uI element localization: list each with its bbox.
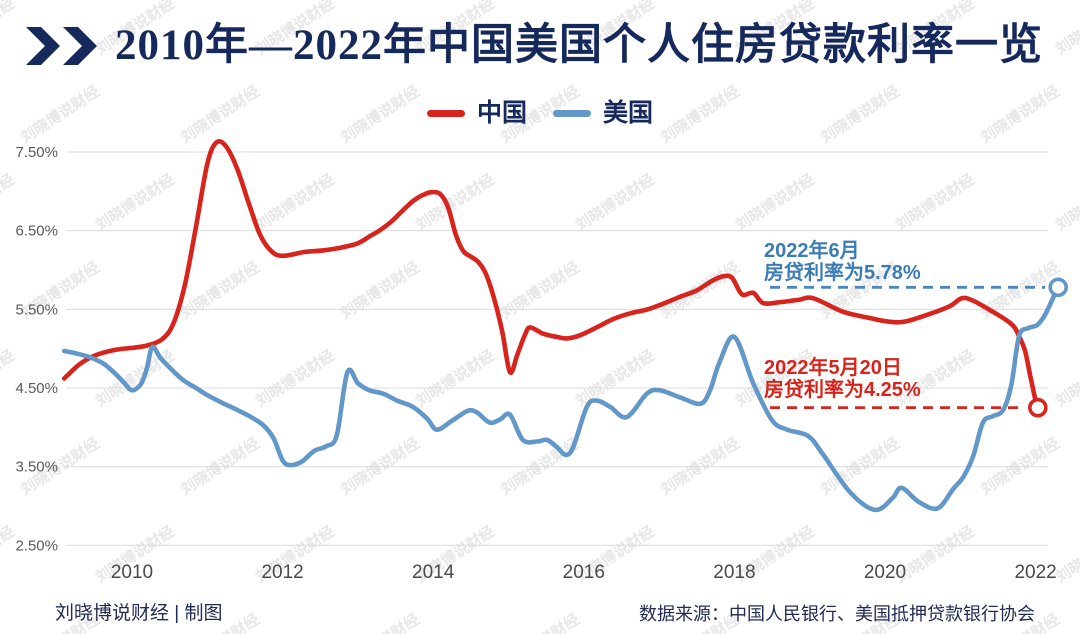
legend-swatch-china [426,110,465,117]
chart-legend: 中国 美国 [0,101,1080,126]
watermark-text: 刘晓博说财经 [892,170,977,234]
annotation-china-value: 房贷利率为4.25% [764,379,921,401]
watermark-text: 刘晓博说财经 [1052,346,1080,410]
footer-source: 数据来源：中国人民银行、美国抵押贷款银行协会 [639,604,1035,624]
legend-label-us: 美国 [603,99,654,127]
y-tick-label: 7.50% [15,144,58,161]
watermark-text: 刘晓博说财经 [252,346,337,410]
annotation-us-value: 房贷利率为5.78% [764,262,921,284]
header: 2010年—2022年中国美国个人住房贷款利率一览 [26,22,1043,69]
page-title: 2010年—2022年中国美国个人住房贷款利率一览 [115,22,1043,69]
watermark-text: 刘晓博说财经 [0,0,18,58]
watermark-text: 刘晓博说财经 [1052,0,1080,58]
watermark-text: 刘晓博说财经 [572,170,657,234]
watermark-text: 刘晓博说财经 [0,346,18,410]
legend-item-us: 美国 [553,101,653,126]
grid-layer: 7.50% 6.50% 5.50% 4.50% 3.50% 2.50% 2010 2012 20… [15,144,1056,583]
watermark-text: 刘晓博说财经 [337,258,422,322]
y-tick-label: 3.50% [15,459,58,476]
watermark-text: 刘晓博说财经 [497,258,582,322]
x-tick-label: 2022 [1014,562,1056,583]
series-layer [61,139,1068,513]
annotation-china-date: 2022年5月20日 [764,357,902,379]
watermark-text: 刘晓博说财经 [252,170,337,234]
x-tick-label: 2020 [864,562,906,583]
us-rate-line [61,285,1061,513]
watermark-text: 刘晓博说财经 [732,170,817,234]
reference-lines-layer [770,285,1046,410]
y-tick-label: 5.50% [15,301,58,318]
annotation-us-date: 2022年6月 [764,240,860,262]
annotation-china-rate: 2022年5月20日 房贷利率为4.25% [764,357,921,401]
y-tick-label: 4.50% [15,380,58,397]
watermark-text: 刘晓博说财经 [92,346,177,410]
watermark-text: 刘晓博说财经 [337,610,422,634]
x-tick-label: 2016 [563,562,605,583]
china-rate-line [61,139,1041,410]
us-rate-end-marker [1048,277,1068,298]
x-tick-label: 2010 [111,562,153,583]
legend-label-china: 中国 [476,99,527,127]
annotation-us-rate: 2022年6月 房贷利率为5.78% [764,240,921,284]
watermark-text: 刘晓博说财经 [1052,170,1080,234]
watermark-text: 刘晓博说财经 [572,346,657,410]
double-chevron-icon [26,26,97,65]
watermark-text: 刘晓博说财经 [412,346,497,410]
x-tick-label: 2012 [261,562,303,583]
watermark-text: 刘晓博说财经 [92,170,177,234]
y-tick-label: 6.50% [15,223,58,240]
legend-swatch-us [553,110,591,117]
y-tick-label: 2.50% [15,537,58,554]
footer-credit: 刘晓博说财经 | 制图 [55,603,223,624]
x-tick-label: 2018 [713,562,755,583]
x-tick-label: 2014 [412,562,455,583]
watermark-text: 刘晓博说财经 [497,610,582,634]
china-rate-end-marker [1028,397,1048,418]
legend-item-china: 中国 [426,99,527,127]
